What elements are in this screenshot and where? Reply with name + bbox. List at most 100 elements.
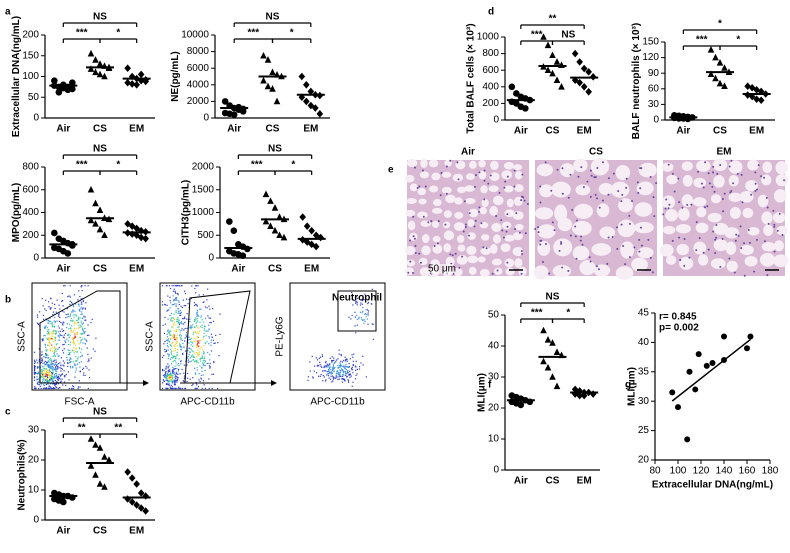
flow-event (209, 362, 211, 365)
flow-event (43, 326, 46, 328)
alveolus (533, 265, 549, 280)
flow-event (47, 321, 49, 323)
nucleus (449, 253, 452, 256)
flow-event (69, 358, 71, 360)
alveolus (693, 177, 707, 188)
flow-event (62, 352, 65, 354)
flow-event (78, 380, 80, 382)
flow-event (346, 370, 349, 373)
alveolus (659, 244, 674, 257)
nucleus (602, 161, 605, 164)
nucleus (743, 242, 746, 245)
flow-event (172, 357, 174, 359)
flow-event (53, 341, 55, 343)
flow-event (174, 345, 176, 347)
flow-event (80, 340, 82, 342)
flow-event (54, 376, 56, 379)
flow-event (181, 285, 183, 287)
flow-event (344, 367, 346, 369)
dot (549, 373, 556, 380)
dot (553, 382, 561, 390)
flow-event (51, 350, 53, 352)
flow-event (197, 320, 199, 322)
flow-event (199, 357, 201, 359)
flow-event (198, 373, 200, 375)
flow-event (208, 305, 210, 307)
flow-event (334, 377, 336, 379)
dot (580, 64, 588, 73)
nucleus (668, 203, 671, 206)
alveolus (725, 241, 737, 255)
flow-event (184, 387, 186, 390)
x-tick-label: 160 (739, 466, 756, 477)
flow-event (41, 359, 43, 362)
nucleus (594, 193, 597, 196)
dot (317, 233, 324, 242)
nucleus (748, 241, 751, 244)
flow-event (64, 376, 66, 378)
flow-event (67, 316, 69, 318)
nucleus (747, 229, 750, 232)
flow-event (56, 364, 58, 366)
nucleus (595, 265, 598, 268)
flow-event (57, 366, 59, 369)
y-tick-label: 0 (33, 515, 39, 526)
alveolus (774, 240, 785, 252)
flow-event (177, 312, 179, 314)
dot (580, 391, 588, 400)
y-tick-label: 200 (482, 98, 499, 109)
nucleus (664, 207, 667, 210)
flow-event (203, 325, 206, 327)
nucleus (414, 252, 417, 255)
flow-event (204, 387, 207, 390)
flow-event (36, 379, 38, 381)
flow-event (80, 298, 82, 300)
flow-event (81, 313, 83, 315)
dot (549, 339, 556, 346)
nucleus (589, 169, 592, 172)
flow-event (50, 377, 52, 379)
alveolus (404, 174, 415, 183)
nucleus (621, 193, 624, 196)
nucleus (671, 239, 674, 242)
flow-event (334, 362, 336, 364)
flow-event (33, 365, 36, 367)
dot (124, 78, 131, 87)
flow-event (80, 348, 83, 350)
alveolus (503, 234, 515, 242)
annotation: r= 0.845 (659, 312, 697, 323)
flow-event (192, 377, 194, 379)
nucleus (412, 235, 415, 238)
flow-event (197, 342, 199, 344)
flow-event (364, 313, 366, 316)
flow-event (170, 319, 172, 321)
flow-event (48, 332, 50, 335)
alveolus (759, 252, 776, 267)
flow-event (84, 331, 86, 333)
flow-event (196, 321, 198, 323)
flow-event (88, 359, 90, 362)
flow-event (56, 368, 58, 370)
nucleus (766, 274, 769, 277)
flow-event (196, 387, 198, 390)
flow-event (345, 363, 347, 366)
dot (269, 85, 276, 92)
flow-event (46, 376, 48, 378)
nucleus (503, 236, 506, 239)
y-tick-label: 20 (28, 455, 40, 466)
flow-event (55, 350, 57, 352)
flow-event (49, 361, 51, 363)
flow-event (178, 386, 180, 388)
y-tick-label: 200 (22, 230, 39, 241)
nucleus (765, 196, 768, 199)
flow-event (167, 318, 169, 320)
flow-event (57, 378, 59, 381)
flow-event (49, 338, 51, 340)
flow-event (168, 384, 170, 386)
nucleus (620, 200, 623, 203)
x-axis-label: FSC-A (65, 397, 95, 408)
flow-event (349, 376, 351, 378)
dot (87, 216, 95, 224)
flow-event (351, 369, 353, 371)
flow-event (162, 324, 164, 326)
